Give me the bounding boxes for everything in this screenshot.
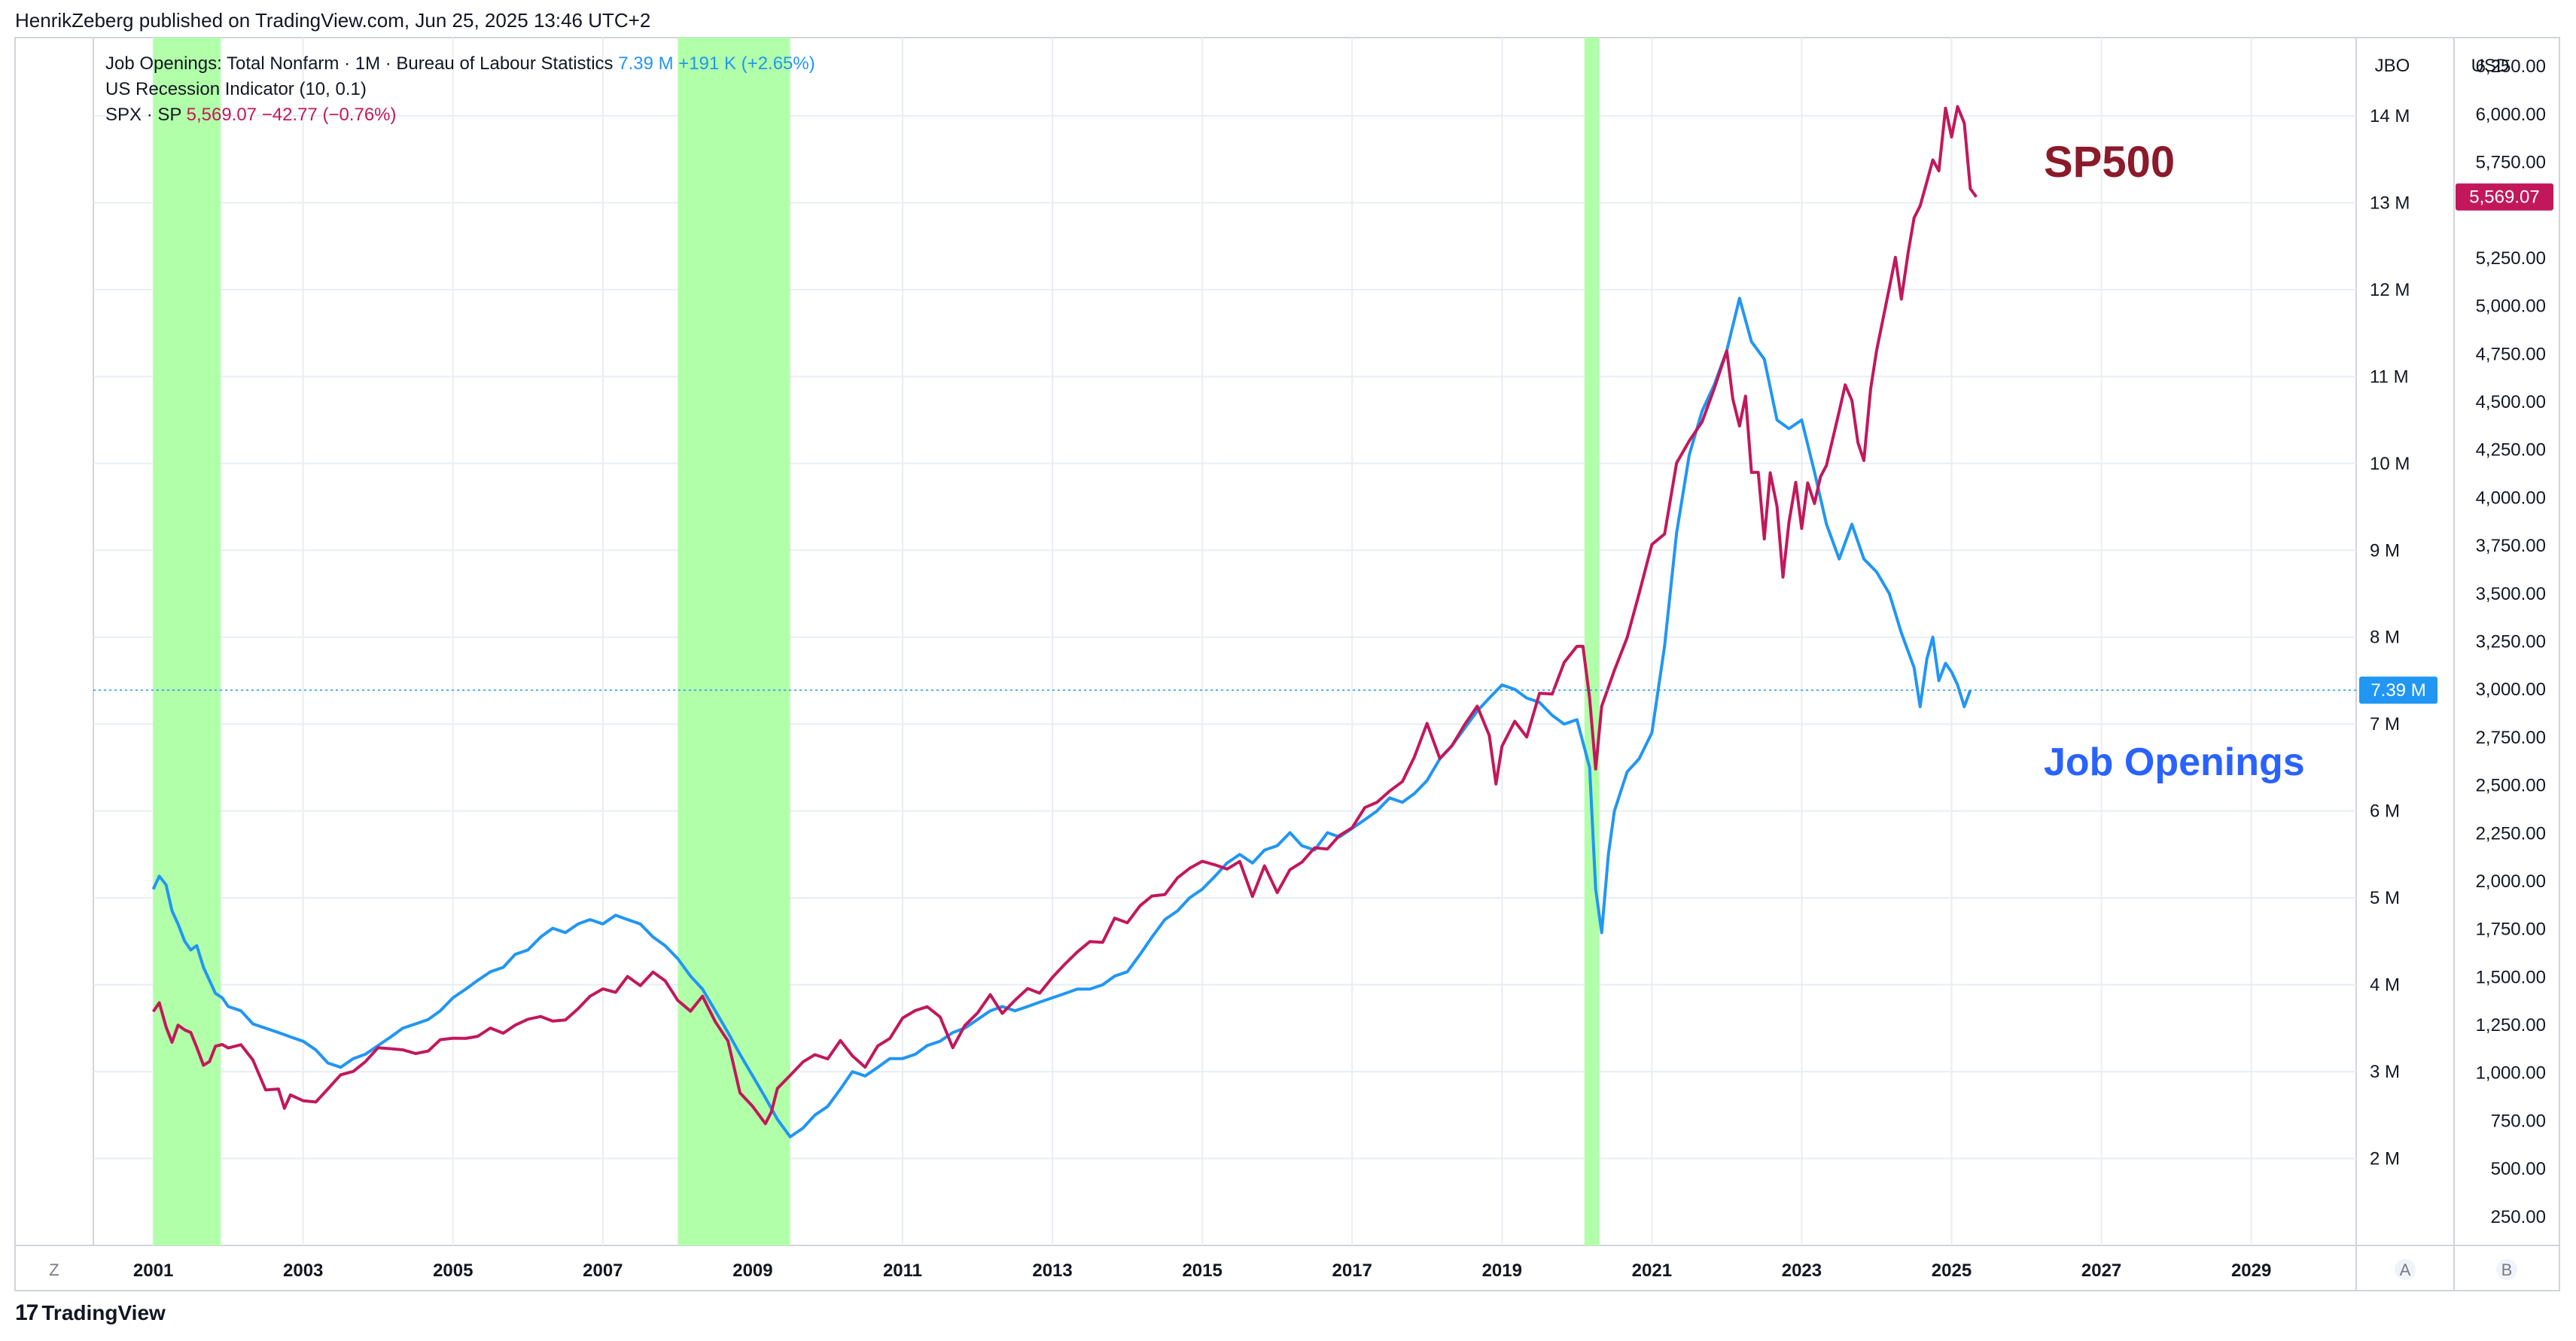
jbo-tick-label: 13 M [2370, 193, 2410, 213]
job-openings-value-badge: 7.39 M [2359, 677, 2437, 704]
tradingview-logo-text: TradingView [41, 1301, 166, 1324]
legend[interactable]: Job Openings: Total Nonfarm · 1M · Burea… [105, 53, 815, 125]
usd-tick-label: 6,000.00 [2476, 105, 2546, 125]
year-tick-label: 2017 [1332, 1260, 1372, 1281]
job-openings-badge-text: 7.39 M [2370, 680, 2425, 701]
scale-mode-button[interactable]: B [2501, 1260, 2513, 1279]
left-scale-header[interactable]: JBO [2375, 56, 2410, 76]
grid-lines [93, 38, 2356, 1245]
usd-tick-label: 4,000.00 [2476, 488, 2546, 508]
usd-tick-label: 2,750.00 [2476, 728, 2546, 748]
chart-frame [14, 37, 2560, 1291]
jbo-tick-label: 4 M [2370, 975, 2400, 996]
spx-badge-text: 5,569.07 [2469, 187, 2539, 208]
usd-tick-label: 2,500.00 [2476, 776, 2546, 796]
recession-band [153, 38, 221, 1245]
year-tick-label: 2005 [433, 1260, 473, 1281]
sp500-annotation: SP500 [2044, 138, 2175, 187]
recession-bands [153, 38, 1600, 1245]
year-tick-label: 2027 [2081, 1260, 2121, 1281]
year-tick-label: 2021 [1632, 1260, 1672, 1281]
legend-row[interactable]: Job Openings: Total Nonfarm · 1M · Burea… [105, 53, 815, 74]
year-tick-label: 2011 [883, 1260, 922, 1281]
recession-band [1584, 38, 1600, 1245]
sp500-line [151, 105, 1978, 1126]
usd-tick-label: 2,250.00 [2476, 823, 2546, 844]
usd-tick-label: 1,250.00 [2476, 1015, 2546, 1035]
usd-tick-label: 2,000.00 [2476, 871, 2546, 892]
year-tick-label: 2009 [732, 1260, 772, 1281]
time-axis-ticks: 2001 2003 2005 2007 2009 2011 2013 2015 2017 2019… [133, 1260, 2271, 1281]
jbo-tick-label: 9 M [2370, 540, 2400, 561]
year-tick-label: 2015 [1182, 1260, 1222, 1281]
usd-tick-label: 1,500.00 [2476, 967, 2546, 987]
usd-tick-label: 750.00 [2491, 1111, 2546, 1131]
jbo-tick-label: 5 M [2370, 888, 2400, 908]
year-tick-label: 2025 [1932, 1260, 1972, 1281]
usd-axis-ticks: 6,250.00 6,000.00 5,750.00 5,250.00 5,000.00… [2476, 56, 2546, 1227]
year-tick-label: 2019 [1482, 1260, 1522, 1281]
scale-mode-button-bg[interactable] [2496, 1259, 2517, 1280]
legend-row[interactable]: SPX · SP 5,569.07 −42.77 (−0.76%) [105, 105, 397, 125]
usd-tick-label: 500.00 [2491, 1159, 2546, 1179]
jbo-tick-label: 14 M [2370, 106, 2410, 126]
auto-scale-button[interactable]: A [2400, 1260, 2411, 1279]
auto-scale-button-bg[interactable] [2395, 1259, 2416, 1280]
series-lines [151, 105, 1978, 1139]
legend-change: +191 K (+2.65%) [678, 53, 815, 74]
published-by-text: HenrikZeberg published on TradingView.co… [15, 9, 651, 32]
timezone-button[interactable]: Z [49, 1260, 59, 1279]
usd-tick-label: 5,250.00 [2476, 248, 2546, 269]
usd-tick-label: 1,000.00 [2476, 1063, 2546, 1084]
jbo-tick-label: 11 M [2370, 366, 2409, 387]
usd-tick-label: 3,250.00 [2476, 632, 2546, 652]
usd-tick-label: 5,000.00 [2476, 296, 2546, 317]
job-openings-axis-ticks: 14 M 13 M 12 M 11 M 10 M 9 M 8 M 7 M 6 M 5 M 4 M 3 … [2370, 106, 2410, 1169]
legend-label: US Recession Indicator (10, 0.1) [105, 79, 367, 99]
usd-tick-label: 3,000.00 [2476, 680, 2546, 700]
legend-row[interactable]: US Recession Indicator (10, 0.1) [105, 79, 367, 99]
job-openings-line [151, 296, 1972, 1139]
right-scale-header[interactable]: USD [2471, 56, 2510, 76]
legend-change: −42.77 (−0.76%) [262, 105, 397, 125]
jbo-tick-label: 8 M [2370, 628, 2400, 648]
usd-tick-label: 4,750.00 [2476, 344, 2546, 364]
usd-tick-label: 4,250.00 [2476, 440, 2546, 461]
spx-value-badge: 5,569.07 [2456, 183, 2553, 211]
usd-tick-label: 3,500.00 [2476, 584, 2546, 604]
year-tick-label: 2003 [283, 1260, 323, 1281]
legend-label: SPX · SP [105, 105, 187, 125]
year-tick-label: 2023 [1782, 1260, 1822, 1281]
year-tick-label: 2001 [133, 1260, 173, 1281]
tradingview-logo[interactable]: 17 TradingView [15, 1300, 166, 1326]
jbo-tick-label: 2 M [2370, 1149, 2400, 1169]
tradingview-logo-mark: 17 [15, 1300, 38, 1325]
usd-tick-label: 250.00 [2491, 1207, 2546, 1227]
job-openings-annotation: Job Openings [2044, 740, 2305, 784]
jbo-tick-label: 12 M [2370, 280, 2410, 300]
usd-tick-label: 5,750.00 [2476, 153, 2546, 173]
usd-tick-label: 1,750.00 [2476, 920, 2546, 940]
legend-label: Job Openings: Total Nonfarm · 1M · Burea… [105, 53, 618, 74]
jbo-tick-label: 7 M [2370, 714, 2400, 734]
usd-tick-label: 4,500.00 [2476, 392, 2546, 412]
usd-tick-label: 3,750.00 [2476, 536, 2546, 556]
legend-value: 7.39 M [618, 53, 678, 74]
usd-tick-label: 6,250.00 [2476, 56, 2546, 77]
year-tick-label: 2013 [1032, 1260, 1072, 1281]
legend-value: 5,569.07 [187, 105, 262, 125]
year-tick-label: 2007 [583, 1260, 623, 1281]
jbo-tick-label: 3 M [2370, 1062, 2400, 1082]
jbo-tick-label: 6 M [2370, 801, 2400, 822]
year-tick-label: 2029 [2231, 1260, 2271, 1281]
jbo-tick-label: 10 M [2370, 454, 2410, 474]
